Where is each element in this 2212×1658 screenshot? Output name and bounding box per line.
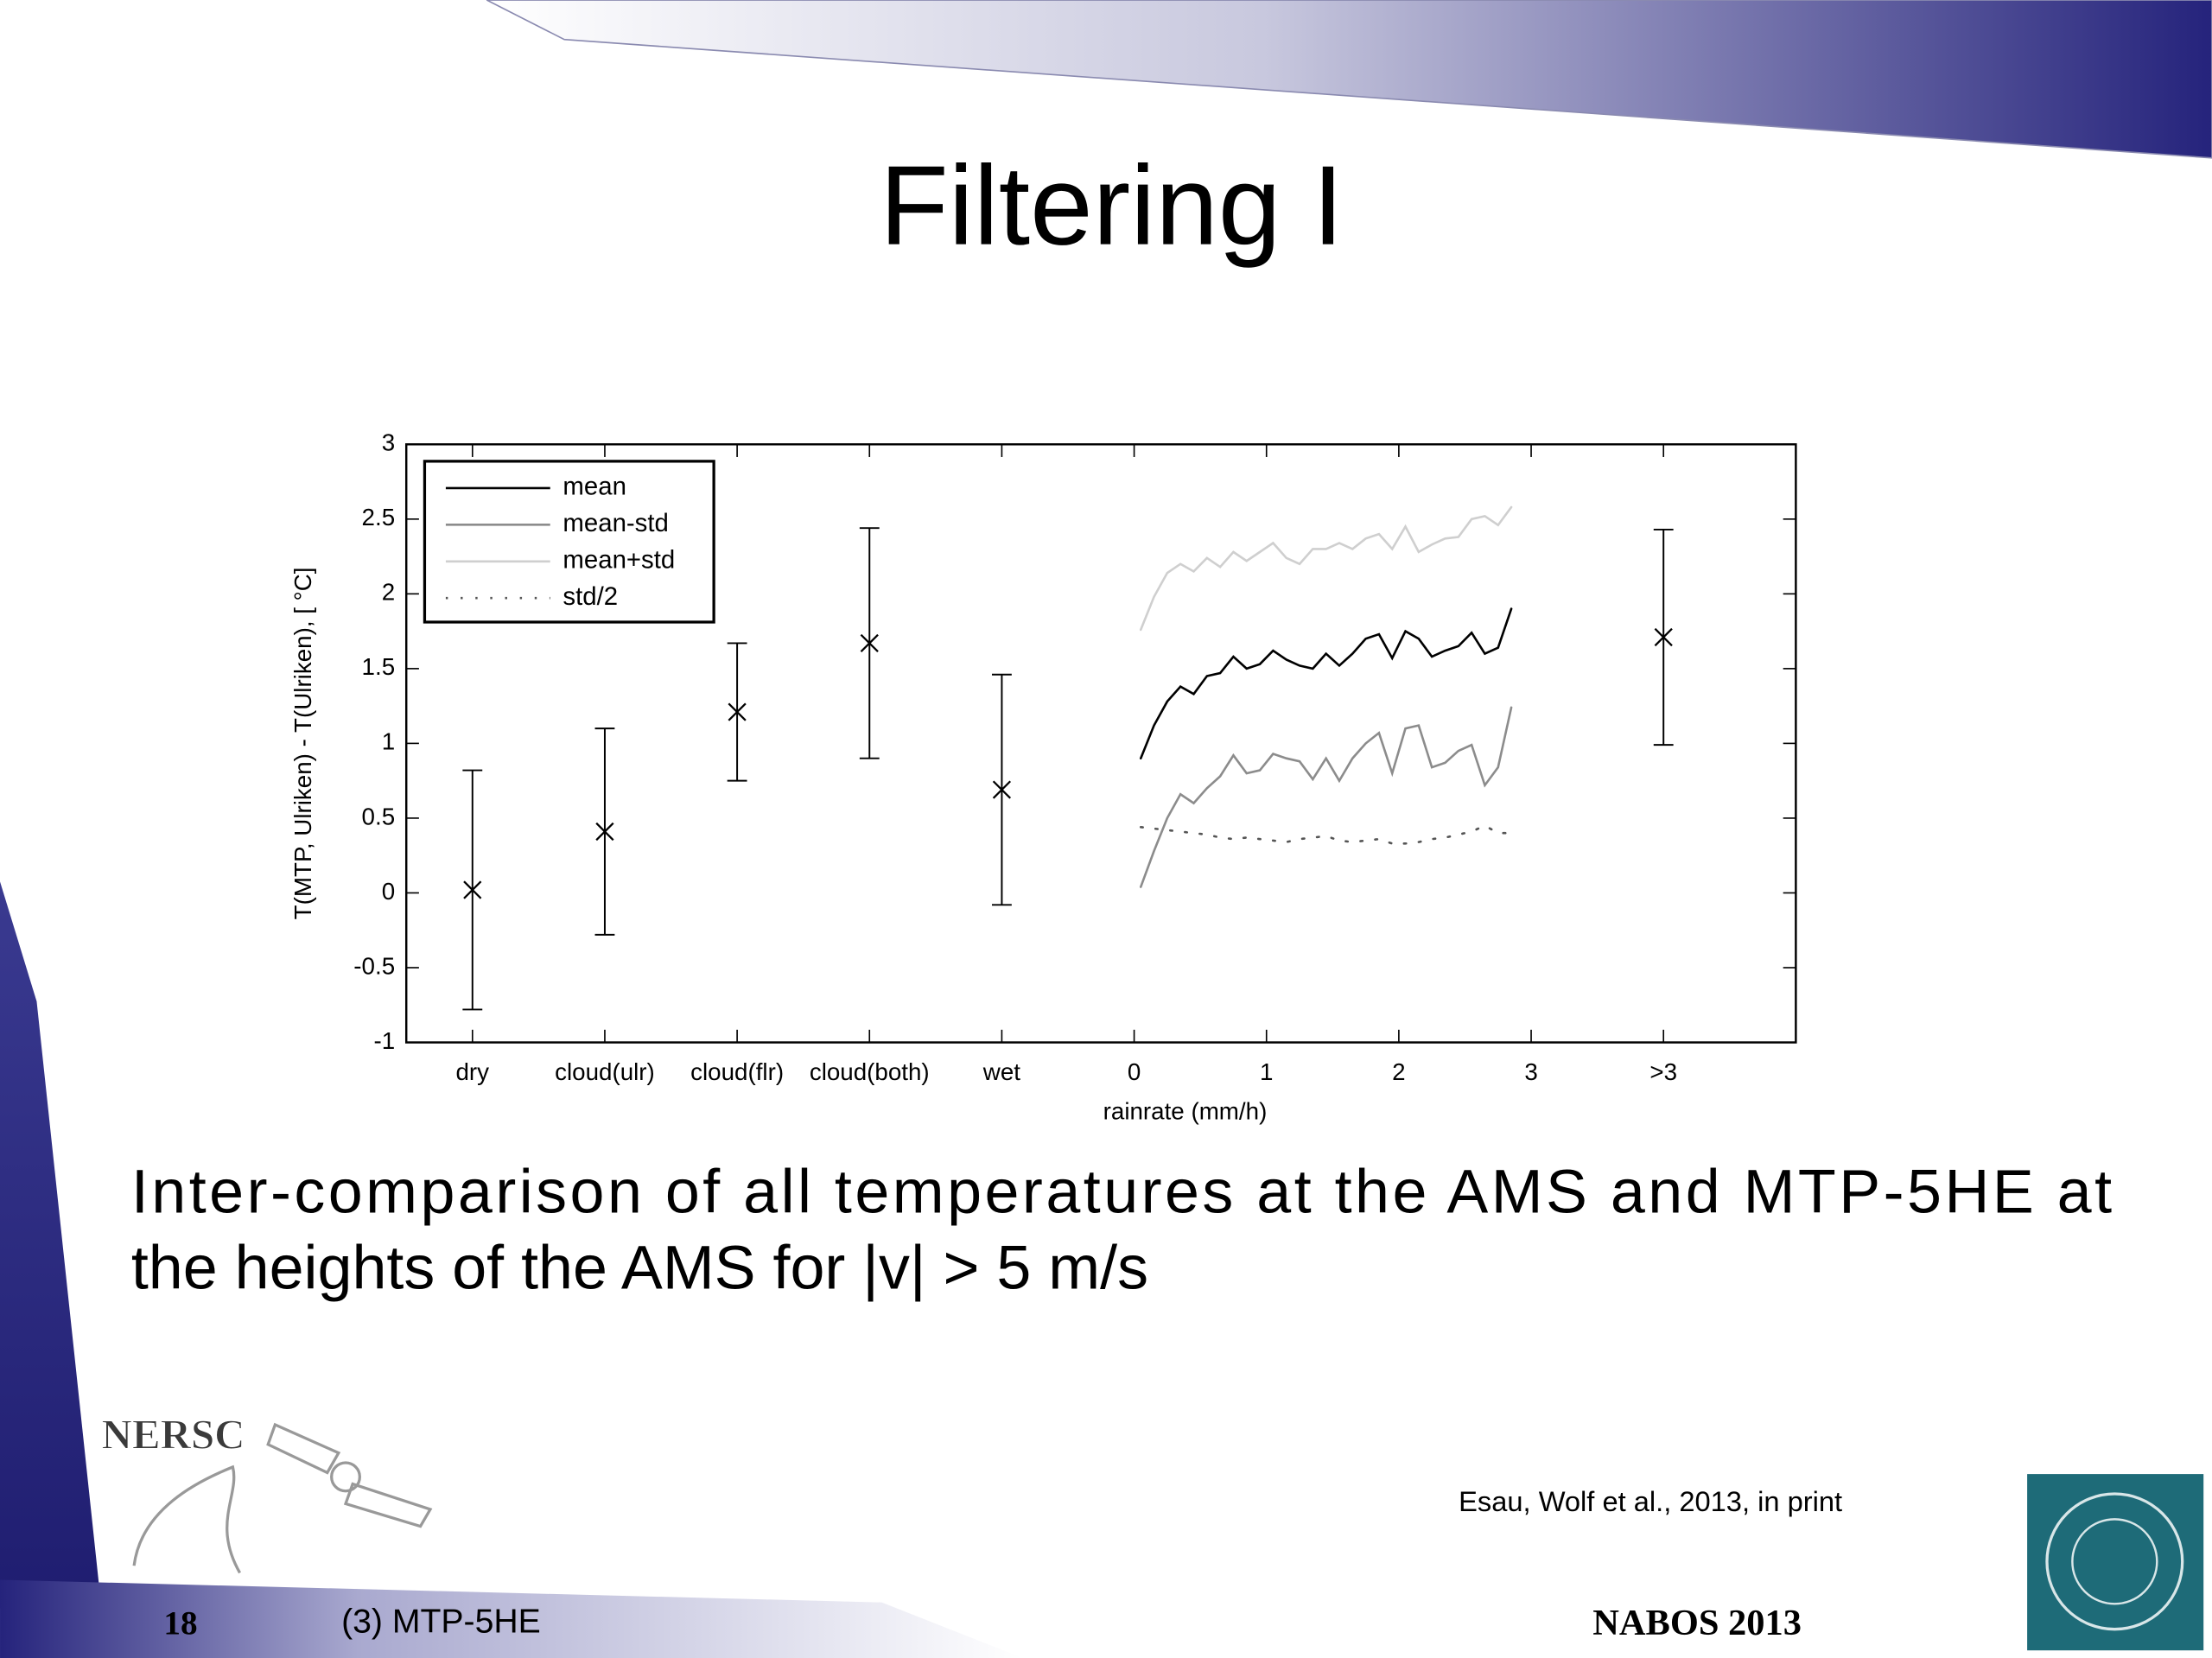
series-line: [1139, 607, 1513, 760]
university-seal: [2027, 1474, 2204, 1651]
x-tick-label: 3: [1524, 1058, 1537, 1085]
section-label: (3) MTP-5HE: [341, 1604, 541, 1641]
logo-graphic: [132, 1422, 433, 1574]
mean-marker: [595, 822, 614, 842]
y-tick-label: 2: [382, 579, 395, 606]
y-tick-label: 2.5: [362, 504, 396, 530]
seal-inner: [2071, 1518, 2158, 1605]
x-tick-label: 0: [1128, 1058, 1141, 1085]
series-line: [1139, 505, 1513, 632]
seal-ring: [2045, 1492, 2184, 1631]
mean-marker: [860, 633, 879, 653]
legend-label: mean: [563, 473, 626, 501]
legend: mean mean-std mean+std std/2: [423, 460, 715, 624]
y-tick-label: 1: [382, 728, 395, 755]
y-tick-label: 0.5: [362, 803, 396, 829]
y-tick-label: -0.5: [353, 952, 395, 979]
event-label: NABOS 2013: [1592, 1603, 1802, 1643]
y-tick-label: 0: [382, 878, 395, 905]
series-line: [1139, 706, 1513, 888]
x-tick-label: cloud(ulr): [555, 1058, 655, 1085]
caption-line: the heights of the AMS for |v| > 5 m/s: [131, 1234, 1148, 1303]
x-tick-label: dry: [456, 1058, 490, 1085]
caption-line: Inter-comparison of all temperatures at …: [131, 1157, 2112, 1226]
x-tick-label: 1: [1260, 1058, 1273, 1085]
mean-marker: [728, 702, 747, 721]
legend-label: std/2: [563, 582, 618, 611]
x-tick-label: wet: [982, 1058, 1020, 1085]
series-line: [1139, 824, 1513, 845]
y-tick-label: 3: [382, 429, 395, 456]
y-axis-label: T(MTP, Ulriken) - T(Ulriken), [ °C]: [289, 567, 316, 919]
chart: -1 -0.5 0 0.5 1 1.5 2 2.5 3 dry cloud(ulr) cloud(fl…: [289, 429, 1797, 1124]
x-tick-label: 2: [1392, 1058, 1405, 1085]
y-tick-label: -1: [373, 1027, 395, 1054]
y-tick-label: 1.5: [362, 653, 396, 680]
legend-label: mean-std: [563, 509, 668, 537]
legend-label: mean+std: [563, 546, 675, 575]
page-number: 18: [163, 1604, 197, 1642]
mean-marker: [463, 880, 482, 899]
x-tick-label: cloud(both): [810, 1058, 930, 1085]
left-band: [0, 881, 99, 1609]
mean-marker: [992, 780, 1012, 799]
top-band: [486, 0, 2212, 159]
logo-text: NERSC: [102, 1411, 245, 1458]
x-axis-label: rainrate (mm/h): [1103, 1097, 1268, 1124]
bottom-band: [0, 1579, 1023, 1658]
x-tick-label: >3: [1649, 1058, 1677, 1085]
slide-title: Filtering I: [880, 143, 1344, 269]
x-tick-label: cloud(flr): [690, 1058, 784, 1085]
mean-marker: [1654, 627, 1673, 647]
citation: Esau, Wolf et al., 2013, in print: [1459, 1485, 1842, 1517]
